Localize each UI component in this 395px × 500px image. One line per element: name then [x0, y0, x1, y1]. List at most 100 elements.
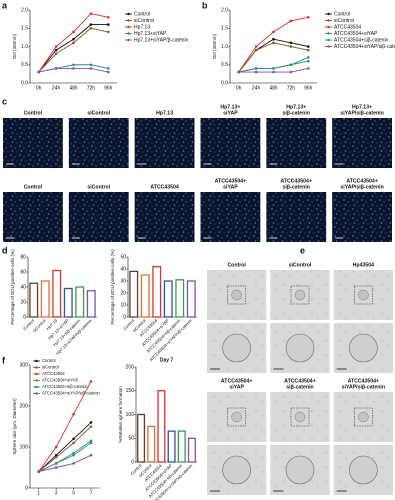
bar	[147, 425, 156, 463]
y-tick-label: 20	[120, 290, 126, 296]
data-point	[272, 37, 275, 41]
image-label: Hp43504	[353, 262, 374, 268]
legend-marker	[35, 372, 38, 376]
data-point	[89, 12, 93, 15]
data-point	[72, 412, 75, 416]
fluorescence-image	[3, 118, 63, 168]
legend-marker	[327, 19, 330, 22]
bar	[75, 286, 85, 318]
series-line	[38, 426, 92, 472]
legend-label: ATCC43504+siYAP	[334, 31, 378, 37]
y-tick-label: 40	[20, 284, 26, 290]
bar	[152, 265, 162, 318]
data-point	[107, 67, 110, 70]
data-point	[37, 470, 41, 473]
sphere-zoom	[285, 455, 315, 485]
data-point	[54, 52, 58, 56]
x-tick-label: 48h	[69, 85, 78, 91]
y-axis-label: Sphere size (μm, Diameter)	[12, 398, 17, 455]
image-label: ATCC43504+	[281, 178, 312, 184]
image-label: siβ-catenin	[286, 384, 313, 390]
data-point	[89, 439, 93, 443]
y-axis-label: Percentage of EDU positive cells (%)	[10, 249, 15, 325]
legend-marker	[327, 25, 330, 29]
y-tick-label: 1.0	[221, 44, 228, 50]
panel-letter: f	[2, 355, 6, 365]
bar	[52, 269, 62, 318]
data-point	[72, 63, 75, 67]
image-label: siControl	[289, 262, 312, 268]
y-axis-label: OD (450nm)	[12, 33, 17, 59]
data-point	[37, 70, 40, 74]
data-point	[72, 451, 75, 455]
sphere-zoom	[349, 455, 378, 485]
legend-label: ATCC43504	[334, 24, 361, 30]
data-point	[72, 462, 75, 465]
y-tick-label: 0.5	[21, 62, 28, 68]
y-tick-label: 300	[20, 362, 29, 368]
image-label: Control	[227, 262, 246, 268]
legend-marker	[35, 366, 38, 369]
series-line	[238, 57, 309, 73]
legend-label: ATCC43504+siYAP	[42, 378, 78, 383]
y-tick-label: 1.0	[21, 44, 28, 50]
image-label: siYAP	[223, 110, 238, 116]
image-label: ATCC43504+	[284, 378, 315, 384]
data-point	[254, 45, 258, 48]
legend-marker	[35, 359, 38, 363]
data-point	[289, 45, 293, 48]
y-tick-label: 200	[126, 364, 135, 370]
x-tick-label: 72h	[87, 85, 96, 91]
image-label: ATCC43504+	[221, 378, 252, 384]
legend-marker	[35, 392, 38, 395]
data-point	[107, 15, 110, 19]
y-tick-label: 1.5	[21, 26, 28, 32]
series-line	[38, 381, 92, 472]
x-tick-label: 24h	[252, 85, 261, 91]
legend-label: Control	[42, 358, 56, 363]
zoom-box	[354, 407, 373, 427]
chart-title: Day 7	[160, 357, 174, 363]
fluorescence-image	[68, 118, 129, 168]
x-tick-label: 3	[55, 490, 58, 496]
y-tick-label: 100	[20, 444, 29, 450]
data-point	[89, 453, 93, 457]
fluorescence-image	[200, 118, 261, 168]
legend-marker	[327, 38, 330, 42]
data-point	[307, 15, 310, 19]
data-point	[89, 441, 93, 445]
data-point	[72, 30, 75, 34]
data-point	[54, 462, 58, 465]
y-axis-label: Percentage of EDU positive cells (%)	[110, 249, 115, 325]
sphere	[358, 289, 369, 301]
image-label: ATCC43504	[150, 184, 179, 190]
zoom-box	[227, 407, 246, 427]
data-point	[272, 41, 275, 45]
data-point	[107, 23, 110, 26]
fluorescence-image	[266, 118, 327, 168]
fluorescence-image	[134, 118, 195, 168]
fluorescence-image	[266, 192, 327, 242]
image-label: siYAP/siβ-catenin	[340, 184, 383, 190]
legend-label: ATCC43504+siβ-catenin	[42, 384, 88, 389]
bar	[187, 437, 196, 463]
y-tick-label: 60	[20, 269, 26, 275]
x-tick-label: 72h	[287, 85, 296, 91]
y-tick-label: 0	[123, 314, 126, 320]
fluorescence-image	[332, 192, 392, 242]
panel-letter: a	[2, 0, 8, 10]
image-label: siControl	[87, 110, 110, 116]
bar	[163, 280, 173, 318]
series-line	[38, 422, 92, 472]
fluorescence-image	[200, 192, 261, 242]
data-point	[54, 67, 58, 70]
bar	[175, 279, 185, 318]
panel-letter: b	[202, 0, 208, 10]
y-tick-label: 30	[120, 278, 126, 284]
legend-marker	[327, 32, 330, 35]
legend-label: Hp7.13+siYAP/β-catenin	[134, 37, 189, 43]
bar	[186, 280, 196, 318]
data-point	[72, 41, 75, 45]
data-point	[54, 453, 58, 457]
data-point	[107, 30, 110, 34]
